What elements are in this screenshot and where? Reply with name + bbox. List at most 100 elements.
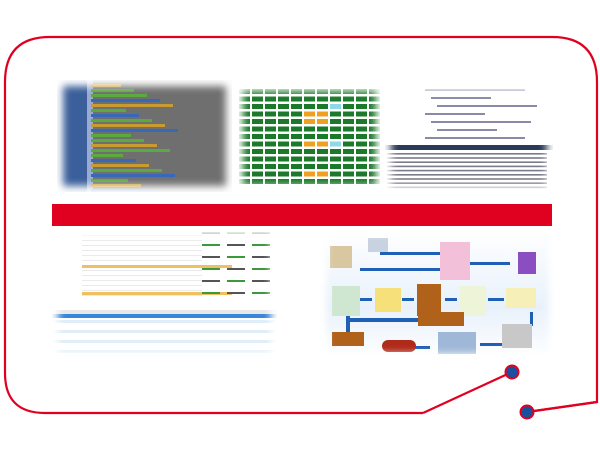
status-cell: [369, 134, 380, 139]
status-cell: [252, 126, 263, 132]
code-line: [425, 137, 525, 139]
code-block: [91, 104, 173, 107]
info-text: [202, 232, 220, 234]
arrow-icon: [360, 268, 440, 271]
grid-line: [82, 230, 202, 231]
timeline-bar: [82, 265, 232, 268]
status-cell: [252, 164, 263, 169]
status-cell: [304, 164, 315, 169]
code-block: [91, 149, 170, 152]
status-cell: [304, 89, 315, 94]
status-cell: [291, 164, 302, 169]
palette-divider: [87, 80, 93, 192]
output-line: [387, 165, 547, 168]
status-cell: [356, 96, 367, 102]
grid-line: [82, 245, 202, 246]
output-line: [387, 186, 547, 189]
status-cell: [265, 156, 276, 162]
grid-line: [82, 255, 202, 256]
status-cell: [330, 89, 341, 94]
status-cell: [317, 149, 328, 154]
status-cell: [317, 119, 328, 124]
code-block: [91, 84, 121, 87]
status-cell: [304, 111, 315, 117]
grid-line: [82, 290, 202, 291]
output-line: [387, 169, 547, 172]
status-cell: [304, 141, 315, 147]
frame-connector-left: [422, 371, 513, 414]
status-cell: [356, 89, 367, 94]
status-cell: [369, 156, 380, 162]
status-cell: [317, 104, 328, 109]
status-cell: [265, 119, 276, 124]
status-cell: [369, 164, 380, 169]
status-cell: [252, 104, 263, 109]
status-cell: [291, 111, 302, 117]
status-cell: [278, 171, 289, 177]
status-cell: [343, 156, 354, 162]
info-text: [252, 256, 270, 258]
grid-line: [82, 270, 202, 271]
status-cell: [317, 171, 328, 177]
output-line: [387, 182, 547, 184]
status-cell: [330, 171, 341, 177]
status-cell: [343, 134, 354, 139]
status-cell: [356, 126, 367, 132]
status-cell: [343, 149, 354, 154]
arrow-icon: [445, 298, 457, 301]
grid-line: [82, 235, 202, 236]
info-text: [252, 244, 270, 246]
status-cell: [330, 141, 341, 147]
code-block: [91, 174, 175, 177]
status-cell: [278, 164, 289, 169]
status-cell: [317, 89, 328, 94]
status-cell: [304, 156, 315, 162]
crate-icon: [417, 284, 441, 316]
status-cell: [304, 134, 315, 139]
arrow-icon: [360, 298, 372, 301]
table-row: [52, 325, 277, 328]
table-row: [52, 335, 277, 338]
status-cell: [343, 164, 354, 169]
frame-outline: [3, 35, 599, 415]
info-text: [202, 280, 220, 282]
status-cell: [356, 171, 367, 177]
schedule-table-screenshot: [52, 230, 277, 358]
status-cell: [356, 111, 367, 117]
status-cell: [239, 104, 250, 109]
table-row: [52, 320, 277, 323]
status-cell: [291, 179, 302, 184]
status-cell: [317, 156, 328, 162]
status-cell: [330, 119, 341, 124]
status-grid-screenshot: [237, 85, 382, 192]
status-cell: [265, 89, 276, 94]
code-block: [91, 109, 126, 112]
status-cell: [252, 171, 263, 177]
output-panel-header: [385, 145, 553, 150]
computer-icon: [440, 242, 470, 280]
forklift-icon: [438, 332, 476, 354]
table-row: [52, 345, 277, 348]
code-block: [91, 94, 147, 97]
status-cell: [356, 149, 367, 154]
status-cell: [291, 104, 302, 109]
status-cell: [369, 126, 380, 132]
status-cell: [356, 134, 367, 139]
status-cell: [252, 156, 263, 162]
status-cell: [265, 179, 276, 184]
status-cell: [291, 89, 302, 94]
status-cell: [265, 149, 276, 154]
info-text: [227, 268, 245, 270]
barcode-icon: [506, 288, 536, 308]
status-cell: [291, 126, 302, 132]
status-cell: [265, 111, 276, 117]
info-text: [252, 232, 270, 234]
status-cell: [343, 126, 354, 132]
output-line: [387, 157, 547, 159]
code-line: [437, 129, 497, 131]
computer-icon: [330, 246, 352, 268]
status-cell: [239, 119, 250, 124]
status-cell: [317, 164, 328, 169]
barcode-icon: [502, 324, 532, 348]
